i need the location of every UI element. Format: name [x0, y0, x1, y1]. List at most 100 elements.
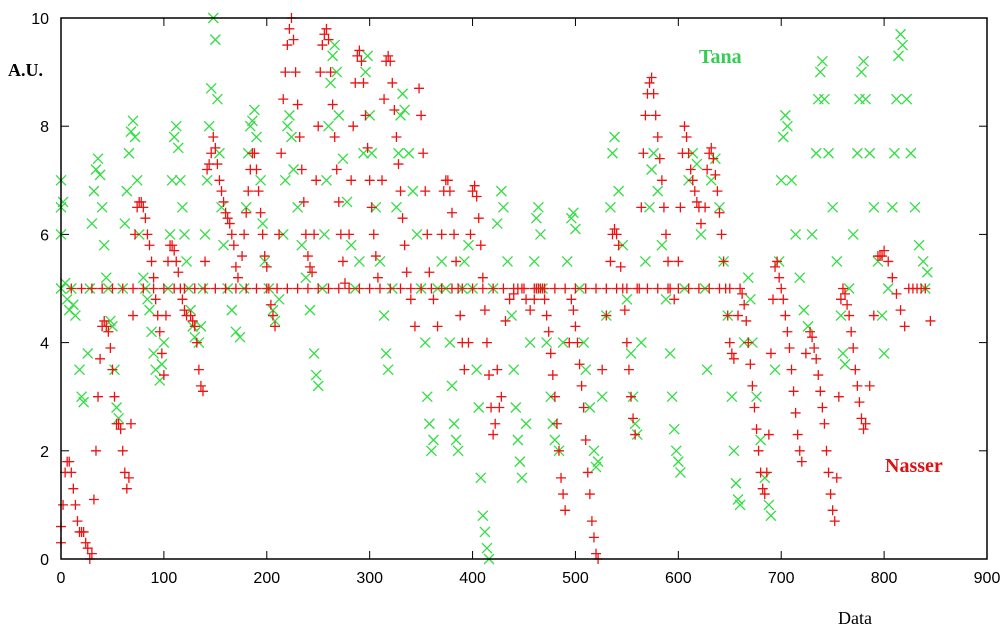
- nasser-point: [796, 456, 807, 467]
- nasser-point: [572, 337, 583, 348]
- nasser-point: [739, 299, 750, 310]
- tana-point: [508, 364, 520, 376]
- nasser-point: [193, 364, 204, 375]
- series-label-nasser: Nasser: [885, 455, 943, 477]
- tana-point: [345, 239, 357, 251]
- nasser-point: [700, 202, 711, 213]
- tana-point: [652, 185, 664, 197]
- tana-point: [864, 147, 876, 159]
- nasser-point: [95, 353, 106, 364]
- nasser-point: [484, 370, 495, 381]
- tana-point: [226, 304, 238, 316]
- nasser-point: [424, 267, 435, 278]
- nasser-point: [309, 229, 320, 240]
- tana-point: [308, 347, 320, 359]
- nasser-point: [420, 186, 431, 197]
- tana-point: [57, 196, 69, 208]
- nasser-point: [706, 142, 717, 153]
- tana-point: [67, 299, 79, 311]
- tana-point: [111, 402, 123, 413]
- nasser-point: [630, 429, 641, 440]
- nasser-point: [237, 251, 248, 262]
- nasser-point: [601, 310, 612, 321]
- nasser-point: [925, 315, 936, 326]
- nasser-point: [158, 283, 169, 294]
- tana-point: [897, 39, 909, 51]
- tana-point: [329, 39, 341, 51]
- nasser-point: [442, 175, 453, 186]
- tana-point: [847, 228, 859, 240]
- tana-point: [411, 228, 423, 240]
- nasser-point: [113, 418, 124, 429]
- nasser-point: [319, 29, 330, 40]
- nasser-point: [202, 164, 213, 175]
- nasser-point: [304, 261, 315, 272]
- nasser-point: [321, 23, 332, 34]
- nasser-point: [642, 283, 653, 294]
- nasser-point: [218, 196, 229, 207]
- tana-point: [596, 391, 608, 403]
- tana-point: [818, 93, 830, 105]
- data-points: [55, 12, 936, 565]
- tana-point: [584, 402, 596, 413]
- nasser-point: [138, 202, 149, 213]
- nasser-point: [815, 386, 826, 397]
- nasser-point: [693, 283, 704, 294]
- nasser-point: [226, 229, 237, 240]
- tana-point: [512, 434, 524, 446]
- nasser-point: [276, 148, 287, 159]
- nasser-point: [220, 207, 231, 218]
- nasser-point: [109, 391, 120, 402]
- tana-point: [613, 185, 625, 197]
- nasser-point: [469, 180, 480, 191]
- nasser-point: [206, 148, 217, 159]
- nasser-point: [107, 283, 118, 294]
- nasser-point: [212, 159, 223, 170]
- tana-point: [905, 147, 917, 159]
- nasser-point: [144, 240, 155, 251]
- nasser-point: [292, 99, 303, 110]
- nasser-point: [551, 418, 562, 429]
- nasser-point: [856, 413, 867, 424]
- tana-point: [561, 255, 573, 267]
- tana-point: [146, 326, 158, 338]
- nasser-point: [568, 305, 579, 316]
- tana-point: [320, 174, 332, 186]
- tana-point: [858, 55, 869, 67]
- nasser-point: [479, 305, 490, 316]
- nasser-point: [296, 164, 307, 175]
- nasser-point: [702, 164, 713, 175]
- nasser-point: [605, 256, 616, 267]
- tana-point: [462, 239, 474, 251]
- nasser-point: [794, 445, 805, 456]
- nasser-point: [64, 456, 75, 467]
- tana-point: [195, 320, 207, 332]
- tana-point: [520, 418, 532, 430]
- tana-point: [292, 201, 304, 213]
- tana-point: [777, 131, 789, 143]
- nasser-point: [887, 272, 898, 283]
- tana-point: [510, 402, 522, 413]
- nasser-point: [463, 337, 474, 348]
- tana-point: [448, 418, 460, 430]
- tana-point: [674, 466, 686, 478]
- nasser-point: [358, 77, 369, 88]
- tana-point: [827, 201, 839, 213]
- tana-point: [144, 304, 155, 316]
- tana-point: [794, 272, 806, 284]
- tana-point: [234, 331, 246, 343]
- nasser-point: [477, 283, 488, 294]
- nasser-point: [685, 164, 696, 175]
- tana-point: [578, 337, 590, 349]
- nasser-point: [673, 283, 684, 294]
- nasser-point: [389, 104, 400, 115]
- nasser-point: [648, 88, 659, 99]
- nasser-point: [191, 337, 202, 348]
- tana-point: [666, 391, 678, 403]
- tana-point: [524, 337, 536, 349]
- nasser-point: [638, 148, 649, 159]
- tana-point: [514, 456, 526, 468]
- tana-point: [113, 412, 125, 424]
- nasser-point: [765, 348, 776, 359]
- tana-point: [279, 174, 291, 186]
